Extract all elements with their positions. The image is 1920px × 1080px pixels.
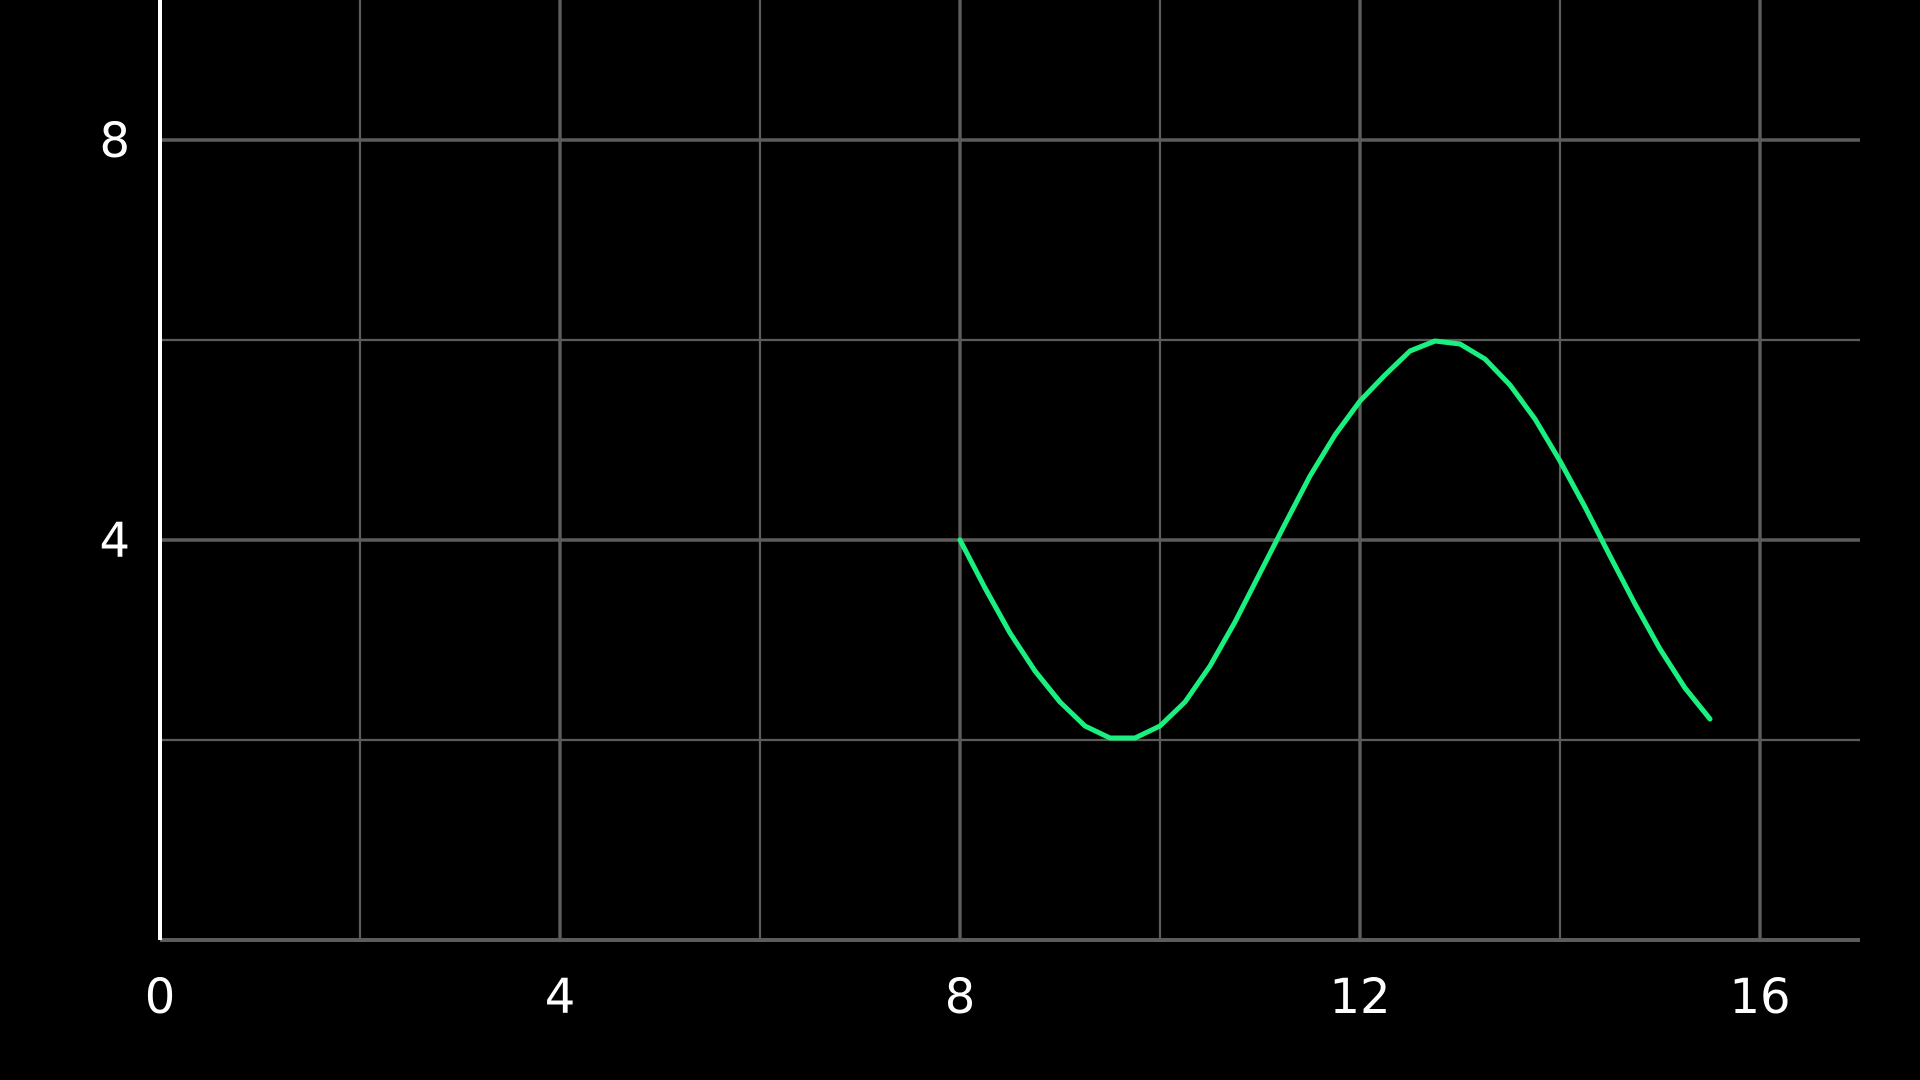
grid — [160, 0, 1860, 940]
x-tick-label: 4 — [545, 969, 576, 1025]
x-tick-label: 16 — [1729, 969, 1790, 1025]
series-line — [957, 338, 1713, 741]
y-tick-label: 8 — [99, 113, 130, 169]
series-layer — [957, 338, 1713, 741]
x-tick-label: 8 — [945, 969, 976, 1025]
x-tick-label: 0 — [145, 969, 176, 1025]
tick-labels: 0 4 8 12 16 4 8 — [99, 113, 1790, 1025]
axes — [158, 0, 1860, 942]
y-tick-label: 4 — [99, 513, 130, 569]
x-tick-label: 12 — [1329, 969, 1390, 1025]
